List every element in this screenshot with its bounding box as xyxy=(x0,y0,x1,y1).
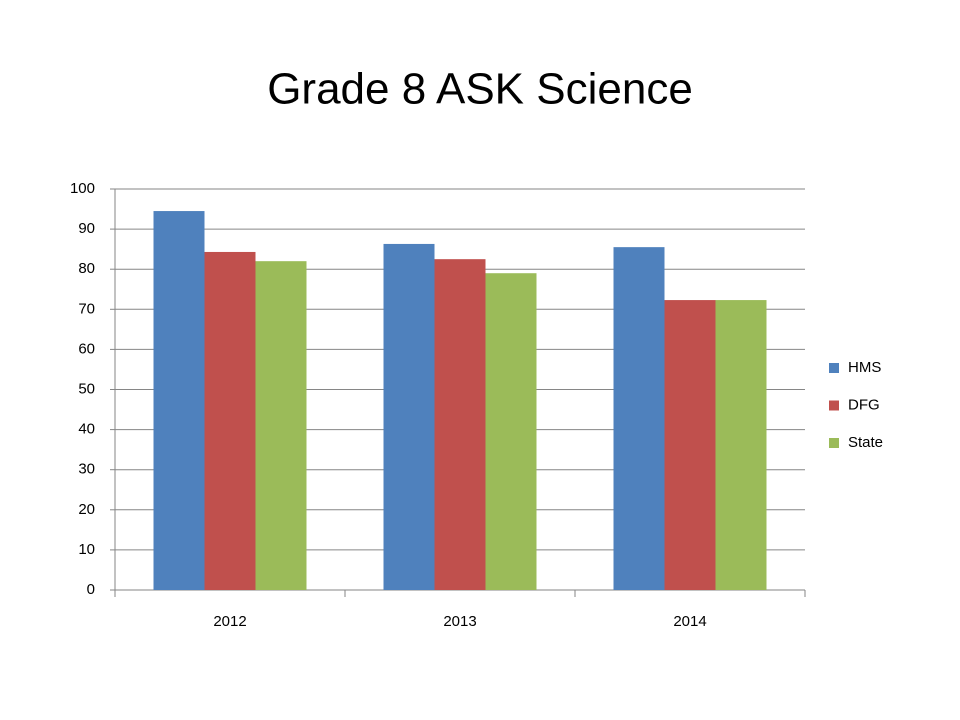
y-tick-label: 90 xyxy=(78,220,95,237)
x-tick-label: 2013 xyxy=(443,613,476,630)
x-tick-label: 2012 xyxy=(213,613,246,630)
legend-swatch xyxy=(829,438,839,448)
legend-label: State xyxy=(848,434,883,451)
legend-swatch xyxy=(829,363,839,373)
y-tick-label: 40 xyxy=(78,421,95,438)
bar xyxy=(715,300,767,590)
bar xyxy=(204,251,256,590)
y-tick-label: 10 xyxy=(78,541,95,558)
x-tick-label: 2014 xyxy=(673,613,706,630)
y-tick-label: 100 xyxy=(70,180,95,197)
bar xyxy=(255,261,307,590)
y-tick-label: 50 xyxy=(78,380,95,397)
legend-label: DFG xyxy=(848,396,880,413)
y-tick-label: 0 xyxy=(87,581,95,598)
y-tick-label: 20 xyxy=(78,501,95,518)
y-tick-label: 70 xyxy=(78,300,95,317)
legend-label: HMS xyxy=(848,359,881,376)
y-tick-label: 60 xyxy=(78,340,95,357)
bar xyxy=(613,247,665,590)
y-tick-label: 30 xyxy=(78,461,95,478)
bar xyxy=(153,211,205,590)
bar xyxy=(664,300,716,590)
y-tick-label: 80 xyxy=(78,260,95,277)
bar xyxy=(485,273,537,590)
legend-swatch xyxy=(829,400,839,411)
bar xyxy=(383,243,435,590)
bar xyxy=(434,259,486,590)
chart-title: Grade 8 ASK Science xyxy=(267,65,693,114)
